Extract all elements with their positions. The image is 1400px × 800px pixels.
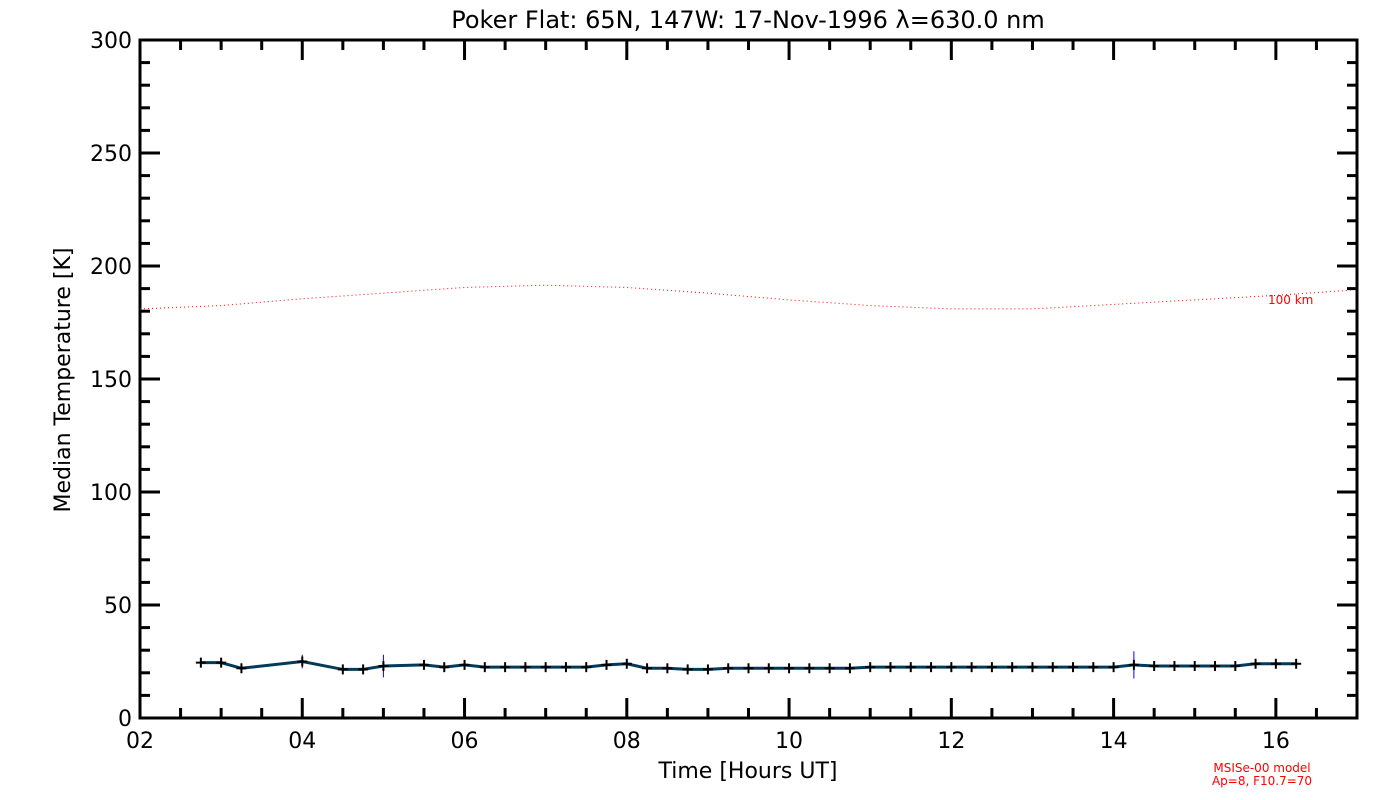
y-tick-label: 200	[90, 255, 132, 280]
y-tick-label: 50	[104, 594, 132, 619]
model-name-note: MSISe-00 model	[1213, 761, 1310, 775]
x-tick-label: 06	[451, 729, 479, 754]
y-tick-label: 0	[118, 707, 132, 732]
y-tick-label: 150	[90, 368, 132, 393]
x-axis-label: Time [Hours UT]	[658, 759, 838, 784]
model-curve-label: 100 km	[1268, 293, 1313, 307]
chart-title: Poker Flat: 65N, 147W: 17-Nov-1996 λ=630…	[451, 6, 1045, 34]
x-tick-label: 12	[937, 729, 965, 754]
x-tick-label: 14	[1100, 729, 1128, 754]
y-axis-label: Median Temperature [K]	[51, 248, 76, 513]
y-tick-label: 250	[90, 142, 132, 167]
y-tick-label: 300	[90, 29, 132, 54]
y-tick-label: 100	[90, 481, 132, 506]
model-params-note: Ap=8, F10.7=70	[1212, 774, 1312, 788]
x-tick-label: 04	[288, 729, 316, 754]
x-tick-label: 02	[126, 729, 154, 754]
x-tick-label: 16	[1262, 729, 1290, 754]
x-tick-label: 10	[775, 729, 803, 754]
model-100km-line	[139, 284, 1353, 310]
plot-frame	[138, 38, 1359, 720]
x-tick-label: 08	[613, 729, 641, 754]
